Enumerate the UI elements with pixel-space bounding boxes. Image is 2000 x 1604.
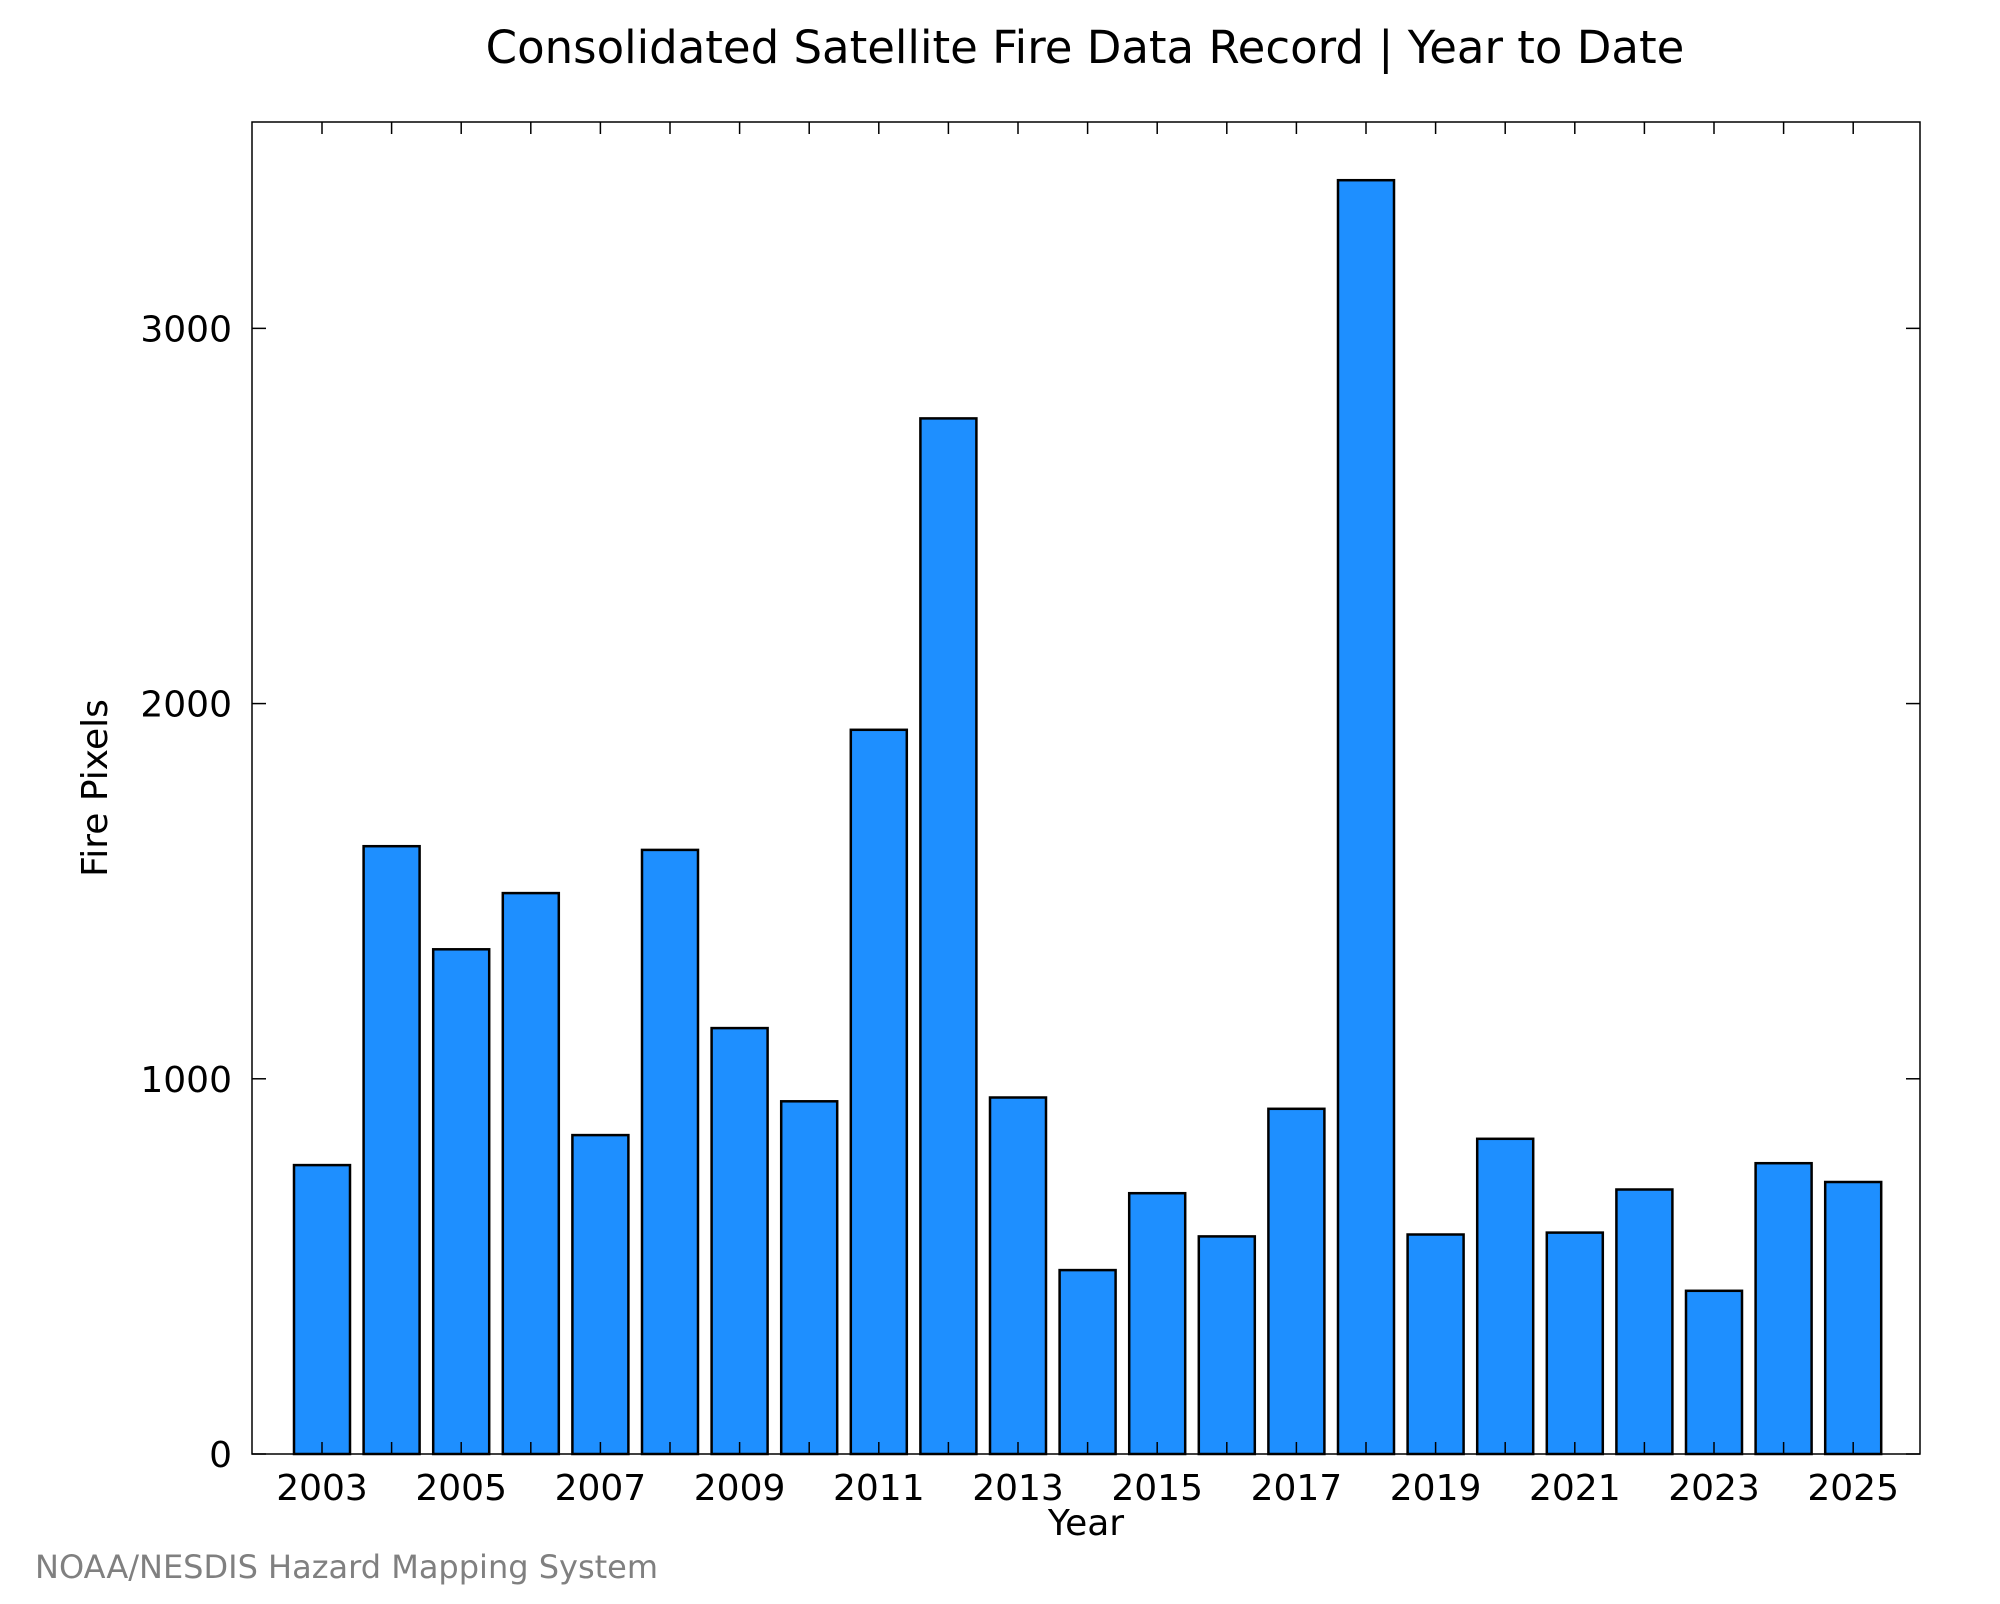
bar-2009 xyxy=(710,1026,769,1456)
bar-2007 xyxy=(571,1133,630,1456)
plot-frame xyxy=(251,121,1921,1455)
x-axis-label: Year xyxy=(1047,1503,1124,1544)
x-tick-label-2025: 2025 xyxy=(1807,1468,1899,1509)
bar-2021 xyxy=(1545,1231,1605,1456)
bar-2025 xyxy=(1823,1180,1883,1456)
bar-2015 xyxy=(1127,1191,1187,1456)
bar-2013 xyxy=(988,1096,1048,1456)
x-tick-label-2015: 2015 xyxy=(1111,1468,1203,1509)
bar-2003 xyxy=(292,1163,352,1456)
x-tick-label-2017: 2017 xyxy=(1251,1468,1343,1509)
chart-title: Consolidated Satellite Fire Data Record … xyxy=(486,21,1685,74)
bar-2024 xyxy=(1754,1161,1813,1456)
bar-2018 xyxy=(1336,178,1396,1456)
bar-2023 xyxy=(1684,1289,1744,1456)
bar-2006 xyxy=(501,891,561,1456)
y-axis-label: Fire Pixels xyxy=(75,699,116,877)
x-tick-label-2007: 2007 xyxy=(555,1468,647,1509)
credit-text: NOAA/NESDIS Hazard Mapping System xyxy=(35,1548,658,1586)
x-tick-label-2021: 2021 xyxy=(1529,1468,1621,1509)
bar-2012 xyxy=(919,417,978,1456)
bar-2017 xyxy=(1267,1107,1326,1456)
x-tick-label-2019: 2019 xyxy=(1390,1468,1482,1509)
bar-2022 xyxy=(1615,1188,1674,1456)
bar-2008 xyxy=(640,848,700,1456)
y-tick-label-0: 0 xyxy=(209,1435,232,1476)
bar-2014 xyxy=(1058,1268,1117,1456)
x-tick-label-2003: 2003 xyxy=(276,1468,368,1509)
x-tick-label-2009: 2009 xyxy=(694,1468,786,1509)
y-tick-label-3000: 3000 xyxy=(140,309,232,350)
bars-layer xyxy=(292,178,1883,1456)
x-tick-label-2013: 2013 xyxy=(972,1468,1064,1509)
x-tick-label-2011: 2011 xyxy=(833,1468,925,1509)
bar-2019 xyxy=(1406,1233,1465,1456)
y-tick-label-2000: 2000 xyxy=(140,685,232,726)
ticks-layer: 2003 2005 2007 2009 2011 2013 2015 2017 2019 2021… xyxy=(140,122,1920,1509)
bar-2016 xyxy=(1197,1235,1257,1456)
bar-2020 xyxy=(1475,1137,1535,1456)
bar-2011 xyxy=(849,728,909,1456)
x-tick-label-2005: 2005 xyxy=(415,1468,507,1509)
bar-2010 xyxy=(779,1100,839,1456)
bar-2005 xyxy=(431,948,491,1456)
x-tick-label-2023: 2023 xyxy=(1668,1468,1760,1509)
bar-2004 xyxy=(362,844,421,1456)
y-tick-label-1000: 1000 xyxy=(140,1060,232,1101)
